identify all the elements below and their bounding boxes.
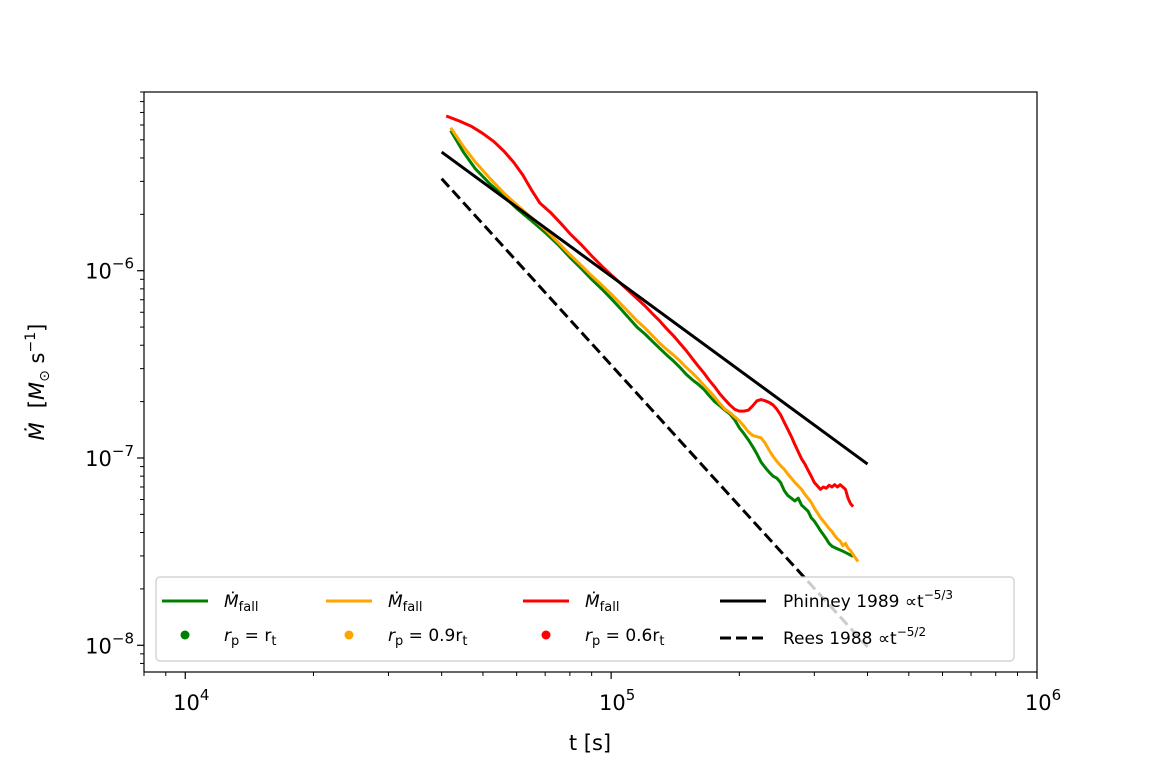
legend-entry-rees: Rees 1988 ∝t−5/2 xyxy=(720,625,926,649)
legend: Ṁfall rp = rt Ṁfall rp = 0.9rt Ṁfall rp … xyxy=(155,576,1015,662)
x-tick-1: 105 xyxy=(599,672,635,715)
legend-label-green-marker: rp = rt xyxy=(224,626,276,649)
legend-entry-phinney: Phinney 1989 ∝t−5/3 xyxy=(720,588,953,612)
legend-entry-green: Ṁfall rp = rt xyxy=(162,591,276,649)
legend-label-green-line: Ṁfall xyxy=(224,591,258,615)
legend-marker-red xyxy=(541,630,551,640)
legend-label-orange-line: Ṁfall xyxy=(388,591,422,615)
y-tick-label-2: 10−6 xyxy=(85,255,134,284)
legend-marker-orange xyxy=(344,630,354,640)
series-line-rees xyxy=(440,177,869,648)
legend-marker-green xyxy=(180,630,190,640)
minor-ticks xyxy=(140,91,1019,676)
legend-label-rees: Rees 1988 ∝t−5/2 xyxy=(783,625,926,649)
legend-label-phinney: Phinney 1989 ∝t−5/3 xyxy=(783,588,953,612)
series-line-green xyxy=(449,129,854,558)
y-tick-label-0: 10−8 xyxy=(85,629,134,658)
plot-frame xyxy=(143,91,1038,673)
x-tick-label-1: 105 xyxy=(599,686,635,715)
legend-entry-red: Ṁfall rp = 0.6rt xyxy=(523,591,664,649)
series-line-orange xyxy=(449,126,860,563)
series-line-phinney xyxy=(440,150,869,466)
legend-label-red-line: Ṁfall xyxy=(585,591,619,615)
x-tick-2: 106 xyxy=(1025,672,1061,715)
x-axis-label: t [s] xyxy=(569,731,611,755)
series-layer xyxy=(440,114,869,648)
legend-box xyxy=(155,576,1015,662)
legend-label-orange-marker: rp = 0.9rt xyxy=(388,626,467,649)
y-tick-label-1: 10−7 xyxy=(85,442,134,471)
x-tick-label-0: 104 xyxy=(173,686,209,715)
y-tick-0: 10−8 xyxy=(85,629,144,658)
y-axis-label: Ṁ[M⊙ s−1] xyxy=(23,324,53,441)
series-line-red xyxy=(445,114,855,508)
x-tick-label-2: 106 xyxy=(1025,686,1061,715)
y-tick-2: 10−6 xyxy=(85,255,144,284)
legend-entry-orange: Ṁfall rp = 0.9rt xyxy=(326,591,467,649)
x-tick-0: 104 xyxy=(173,672,209,715)
y-tick-1: 10−7 xyxy=(85,442,144,471)
legend-label-red-marker: rp = 0.6rt xyxy=(585,626,664,649)
